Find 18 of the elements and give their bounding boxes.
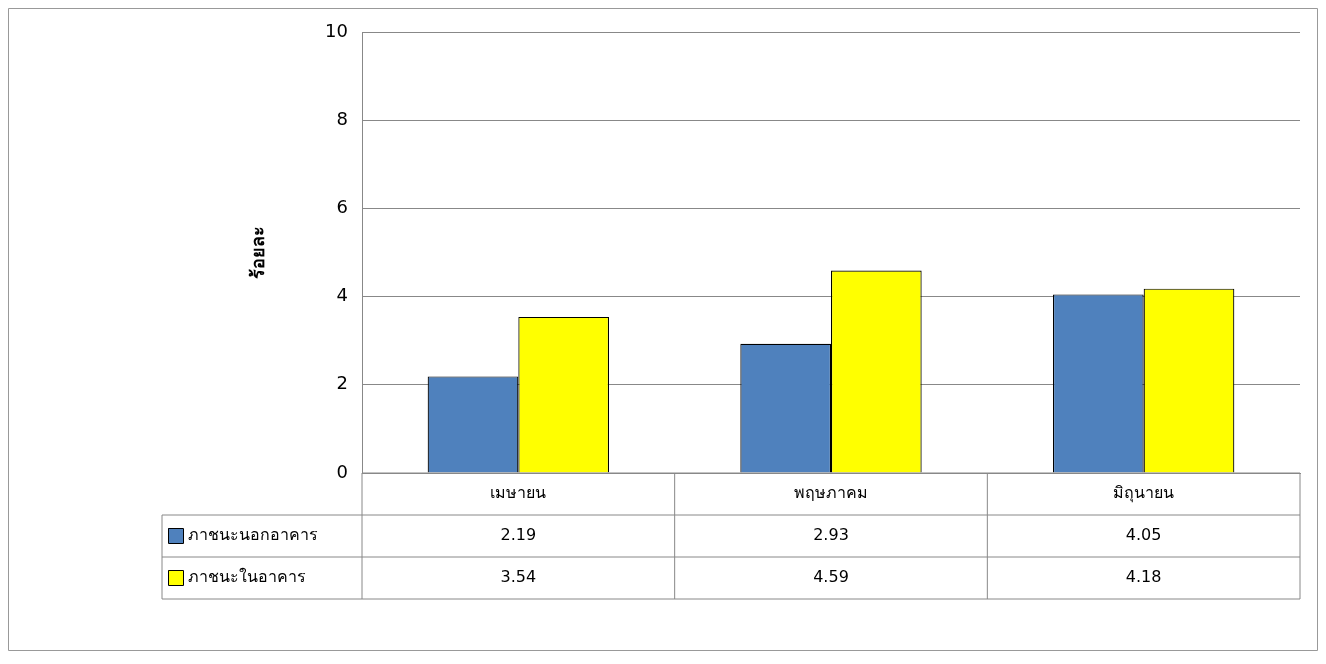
y-tick-label: 2 [336, 372, 348, 394]
x-tick-label: พฤษภาคม [794, 483, 868, 503]
legend-label: ภาชนะนอกอาคาร [188, 525, 318, 545]
y-tick-label: 8 [336, 107, 348, 129]
data-label: 3.54 [500, 567, 537, 587]
data-label: 4.18 [1125, 567, 1162, 587]
data-label: 4.05 [1125, 525, 1162, 545]
legend-label: ภาชนะในอาคาร [188, 567, 306, 587]
y-tick-label: 0 [336, 460, 348, 482]
y-tick-label: 10 [325, 19, 348, 41]
data-label: 4.59 [813, 567, 849, 587]
y-axis-title: ร้อยละ [247, 226, 269, 279]
data-label: 2.19 [500, 525, 537, 545]
x-tick-label: เมษายน [490, 483, 547, 503]
data-label: 2.93 [813, 525, 849, 545]
y-tick-label: 4 [336, 284, 348, 306]
x-tick-label: มิถุนายน [1113, 483, 1175, 504]
y-tick-label: 6 [336, 196, 348, 218]
